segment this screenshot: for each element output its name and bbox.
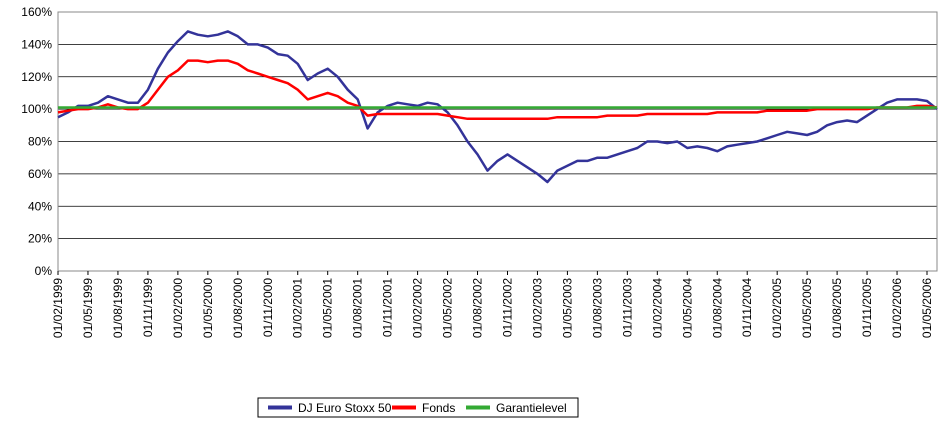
y-tick-label: 80% — [28, 135, 52, 149]
series-line — [57, 30, 938, 184]
x-tick-label: 01/05/2002 — [441, 278, 455, 338]
x-tick-label: 01/02/2002 — [411, 278, 425, 338]
x-tick-label: 01/11/2001 — [381, 278, 395, 337]
x-tick-label: 01/02/2006 — [890, 278, 904, 338]
x-tick-label: 01/02/2003 — [530, 278, 544, 338]
legend-label: Garantielevel — [496, 401, 567, 415]
x-tick-label: 01/02/1999 — [51, 278, 65, 338]
x-tick-label: 01/02/2004 — [650, 278, 664, 338]
y-tick-label: 40% — [28, 199, 52, 213]
y-tick-label: 140% — [21, 37, 52, 51]
x-tick-label: 01/05/2001 — [321, 278, 335, 338]
x-tick-label: 01/08/2004 — [710, 278, 724, 338]
y-tick-label: 20% — [28, 232, 52, 246]
legend-label: Fonds — [422, 401, 455, 415]
x-tick-label: 01/08/2003 — [590, 278, 604, 338]
x-tick-label: 01/08/1999 — [111, 278, 125, 338]
x-tick-label: 01/05/2003 — [560, 278, 574, 338]
x-tick-label: 01/02/2005 — [770, 278, 784, 338]
x-tick-label: 01/02/2001 — [291, 278, 305, 338]
y-tick-label: 0% — [35, 264, 53, 278]
plot-border — [57, 11, 938, 272]
x-tick-label: 01/11/2003 — [620, 278, 634, 337]
legend-box — [257, 397, 579, 418]
series-line — [57, 59, 938, 121]
x-tick-label: 01/08/2005 — [830, 278, 844, 338]
y-tick-label: 60% — [28, 167, 52, 181]
x-tick-label: 01/05/2004 — [680, 278, 694, 338]
x-tick-label: 01/08/2001 — [351, 278, 365, 338]
y-tick-label: 100% — [21, 102, 52, 116]
x-tick-label: 01/11/2005 — [860, 278, 874, 337]
x-tick-label: 01/08/2002 — [471, 278, 485, 338]
y-tick-label: 120% — [21, 70, 52, 84]
x-tick-label: 01/11/2004 — [740, 278, 754, 337]
y-tick-label: 160% — [21, 5, 52, 19]
x-tick-label: 01/11/1999 — [141, 278, 155, 337]
legend-label: DJ Euro Stoxx 50 — [298, 401, 392, 415]
x-tick-label: 01/05/2000 — [201, 278, 215, 338]
x-tick-label: 01/11/2000 — [261, 278, 275, 337]
x-tick-label: 01/11/2002 — [500, 278, 514, 337]
x-tick-label: 01/05/2006 — [920, 278, 934, 338]
x-tick-label: 01/02/2000 — [171, 278, 185, 338]
x-tick-label: 01/05/2005 — [800, 278, 814, 338]
x-tick-label: 01/05/1999 — [81, 278, 95, 338]
x-tick-label: 01/08/2000 — [231, 278, 245, 338]
